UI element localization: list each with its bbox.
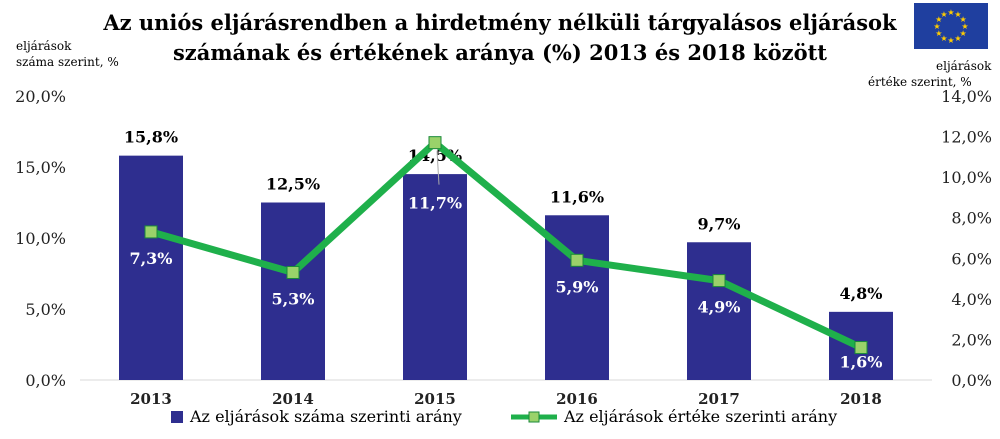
- right-axis-tick: 0,0%: [951, 371, 992, 390]
- label-leader-lines: [436, 150, 440, 185]
- legend-line-marker: [528, 411, 540, 423]
- flag-star-icon: ★: [933, 22, 940, 31]
- line-marker-2017: [712, 274, 726, 288]
- line-label-2013: 7,3%: [129, 249, 172, 268]
- line-marker-2013: [144, 225, 158, 239]
- line-label-2014: 5,3%: [271, 289, 314, 308]
- right-axis-ticks: 0,0% 2,0% 4,0% 6,0% 8,0% 10,0% 12,0% 14,0%: [941, 87, 992, 390]
- bar-2013: [119, 155, 183, 380]
- right-axis-tick: 6,0%: [951, 249, 992, 268]
- chart-title-line1: Az uniós eljárásrendben a hirdetmény nél…: [102, 10, 897, 35]
- bar-2014: [261, 202, 325, 380]
- right-axis-tick: 2,0%: [951, 330, 992, 349]
- line-path: [150, 139, 863, 351]
- line-label-2018: 1,6%: [839, 353, 882, 372]
- bar-series: [119, 155, 893, 380]
- left-axis-label-line1: eljárások: [16, 39, 72, 53]
- right-axis-label-line2: értéke szerint, %: [868, 75, 972, 89]
- left-axis-tick: 15,0%: [15, 158, 66, 177]
- left-axis-tick: 20,0%: [15, 87, 66, 106]
- line-label-2016: 5,9%: [555, 277, 598, 296]
- x-tick-2013: 2013: [130, 390, 172, 408]
- eu-flag-stars: ★★★★★★★★★ ★ ★★: [933, 8, 968, 45]
- left-axis-tick: 10,0%: [15, 229, 66, 248]
- flag-star-icon: ★: [940, 34, 947, 43]
- x-axis-categories: 2013 2014 2015 2016 2017 2018: [130, 390, 882, 408]
- bar-data-labels: 15,8%12,5%14,5%11,6%9,7%4,8%: [124, 128, 883, 303]
- right-axis-tick: 12,0%: [941, 128, 992, 147]
- bar-label-2014: 12,5%: [266, 175, 320, 194]
- bar-2015: [403, 174, 467, 380]
- flag-star-icon: ★: [940, 10, 947, 19]
- bar-2017: [687, 242, 751, 380]
- flag-star-icon: ★: [935, 15, 942, 24]
- legend-line-label: Az eljárások értéke szerinti arány: [563, 407, 837, 426]
- left-axis-label-line2: száma szerint, %: [16, 55, 119, 69]
- eu-flag-background: [914, 3, 988, 49]
- flag-star-icon: ★: [954, 34, 961, 43]
- right-axis-tick: 8,0%: [951, 209, 992, 228]
- right-axis-tick: 14,0%: [941, 87, 992, 106]
- right-axis-label-line1: eljárások: [936, 59, 992, 73]
- bar-label-2013: 15,8%: [124, 128, 178, 147]
- chart-title-line2: számának és értékének aránya (%) 2013 és…: [173, 40, 827, 65]
- flag-star-icon: ★: [954, 10, 961, 19]
- legend: Az eljárások száma szerinti arány Az elj…: [171, 407, 837, 426]
- bar-label-2018: 4,8%: [839, 284, 882, 303]
- line-series: [144, 136, 868, 355]
- line-label-2015: 11,7%: [408, 194, 462, 213]
- flag-star-icon: ★: [960, 29, 967, 38]
- flag-star-icon: ★: [947, 8, 954, 17]
- left-axis-tick: 0,0%: [25, 371, 66, 390]
- line-marker-2018: [854, 341, 868, 355]
- legend-bar-label: Az eljárások száma szerinti arány: [189, 407, 462, 426]
- x-tick-2015: 2015: [414, 390, 456, 408]
- bar-label-2016: 11,6%: [550, 187, 604, 206]
- eu-flag-icon: ★★★★★★★★★ ★ ★★: [914, 3, 988, 49]
- line-marker-2014: [286, 265, 300, 279]
- flag-star-icon: ★: [960, 15, 967, 24]
- right-axis-tick: 10,0%: [941, 168, 992, 187]
- flag-star-icon: ★: [935, 29, 942, 38]
- line-marker-2016: [570, 253, 584, 267]
- line-marker-2015: [428, 136, 442, 150]
- leader-line: [436, 150, 440, 185]
- line-data-labels: 7,3% 5,3% 11,7% 5,9% 4,9% 1,6%: [129, 194, 882, 372]
- flag-star-icon: ★: [947, 36, 954, 45]
- bar-label-2017: 9,7%: [697, 214, 740, 233]
- flag-star-icon: ★: [961, 22, 968, 31]
- left-axis-tick: 5,0%: [25, 300, 66, 319]
- right-axis-tick: 4,0%: [951, 290, 992, 309]
- x-tick-2017: 2017: [698, 390, 740, 408]
- left-axis-ticks: 0,0% 5,0% 10,0% 15,0% 20,0%: [15, 87, 66, 390]
- line-label-2017: 4,9%: [697, 298, 740, 317]
- x-tick-2018: 2018: [840, 390, 882, 408]
- x-tick-2014: 2014: [272, 390, 314, 408]
- legend-bar-swatch: [171, 411, 183, 423]
- x-tick-2016: 2016: [556, 390, 598, 408]
